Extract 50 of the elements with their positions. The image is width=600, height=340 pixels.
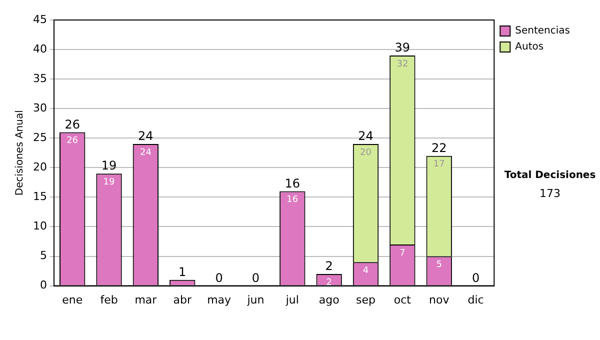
total-label: 22 (431, 140, 447, 155)
data-label: 7 (400, 248, 406, 258)
x-tick-label: jun (246, 293, 264, 306)
x-tick-label: sep (356, 293, 376, 306)
total-label: 26 (64, 117, 80, 132)
data-label: 32 (396, 59, 408, 70)
total-label: 1 (178, 265, 186, 280)
y-tick-label: 40 (32, 42, 47, 56)
data-label: 2 (326, 278, 332, 288)
data-label: 26 (66, 136, 78, 146)
x-tick-label: jul (284, 293, 299, 306)
y-tick-label: 15 (32, 190, 47, 204)
total-label: 39 (394, 40, 410, 55)
y-tick-label: 20 (32, 160, 47, 174)
x-tick-label: ene (62, 293, 83, 306)
y-tick-label: 45 (32, 12, 47, 26)
total-label: 2 (325, 259, 333, 274)
legend-label: Autos (515, 42, 544, 53)
x-tick-label: dic (468, 293, 484, 306)
x-tick-label: mar (134, 293, 158, 306)
y-axis-title: Decisiones Anual (14, 110, 26, 196)
total-label: 0 (252, 270, 260, 285)
y-tick-label: 35 (32, 72, 47, 85)
data-label: 24 (140, 148, 152, 158)
x-tick-label: ago (318, 293, 340, 306)
x-tick-label: feb (100, 293, 118, 306)
y-tick-label: 0 (40, 278, 47, 292)
total-label: 19 (101, 158, 117, 173)
total-label: 24 (138, 129, 154, 144)
total-label: 0 (215, 270, 223, 285)
x-tick-label: may (207, 293, 232, 306)
x-tick-label: oct (394, 293, 412, 306)
y-tick-label: 30 (32, 101, 47, 114)
data-label: 5 (436, 260, 442, 270)
total-label: 0 (472, 270, 480, 285)
data-label: 17 (433, 160, 445, 170)
x-tick-label: nov (429, 293, 450, 306)
total-label: 24 (358, 129, 374, 144)
legend-label: Sentencias (515, 26, 570, 37)
data-label: 20 (360, 148, 372, 158)
data-label: 16 (286, 195, 298, 206)
total-label: 16 (284, 176, 300, 190)
y-tick-label: 5 (40, 249, 47, 262)
text: Total Decisiones (503, 170, 597, 181)
data-label: 19 (103, 177, 116, 188)
data-label: 4 (362, 266, 369, 276)
text: 173 (538, 187, 562, 200)
x-tick-label: abr (173, 293, 192, 306)
y-tick-label: 25 (32, 130, 47, 144)
y-tick-label: 10 (32, 220, 47, 233)
